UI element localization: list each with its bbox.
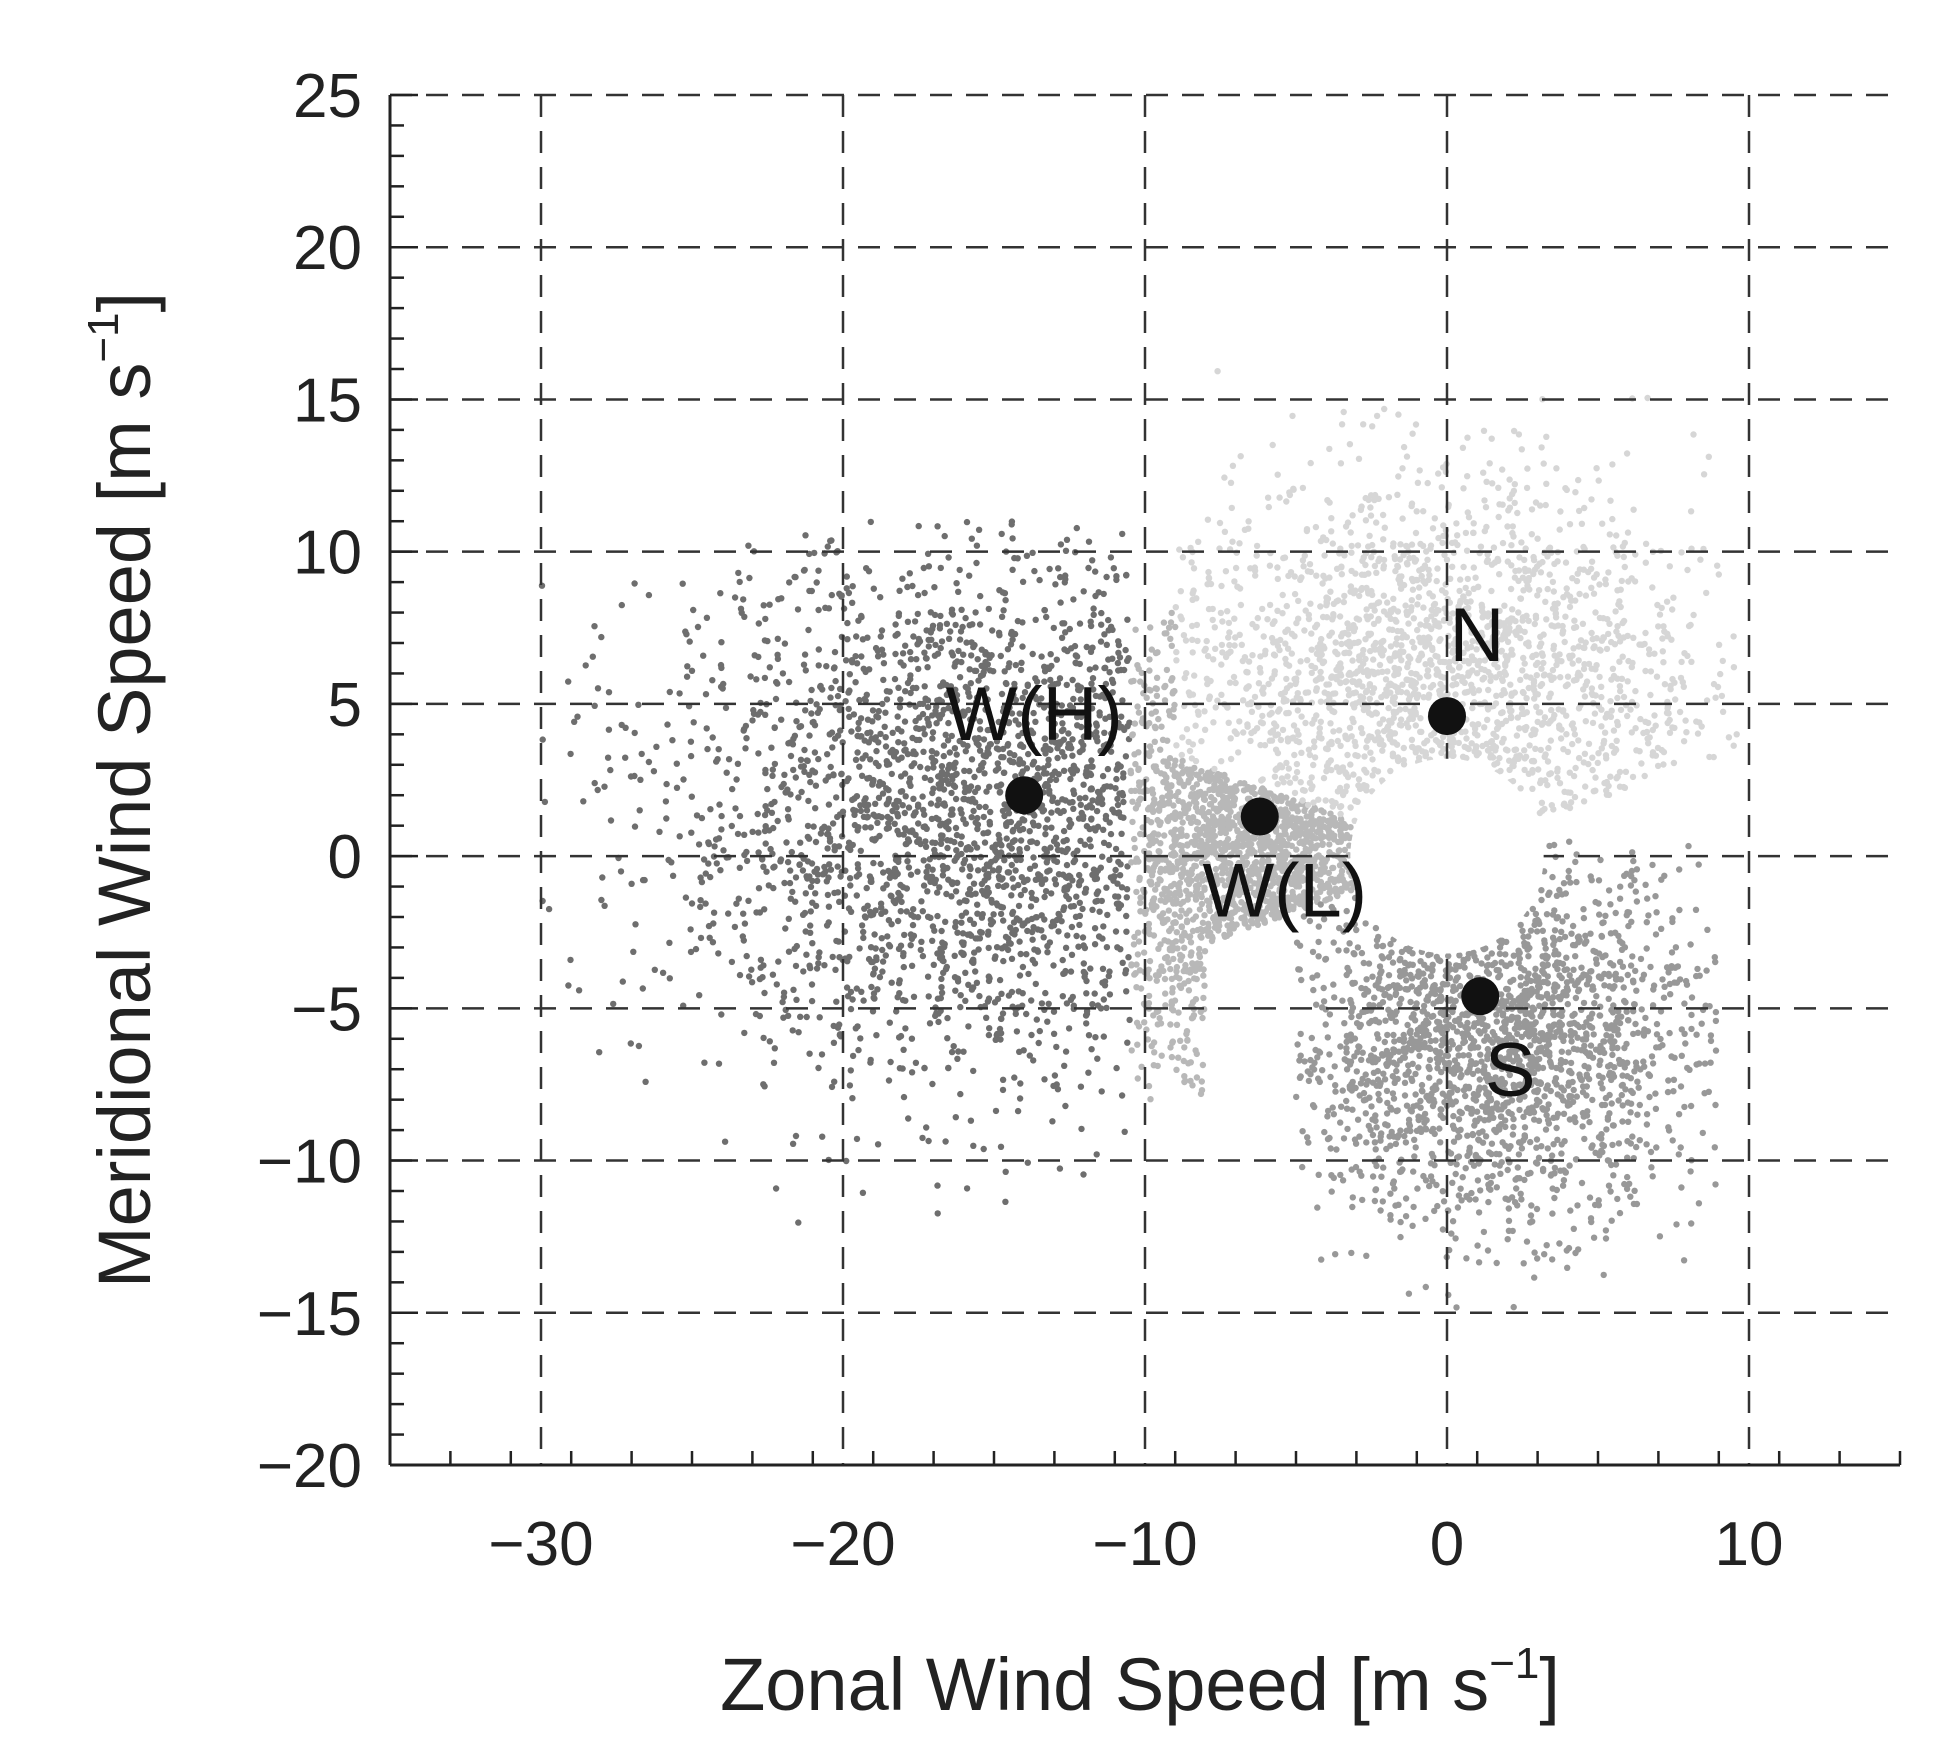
cluster-label: N <box>1450 593 1505 678</box>
centroid-markers: W(H) W(L) N S <box>946 593 1536 1113</box>
point-cloud-n <box>1172 368 1740 824</box>
x-tick-labels: −30 −20 −10 0 10 <box>488 1510 1783 1579</box>
y-tick-label: 25 <box>293 62 362 131</box>
cluster-label: W(H) <box>946 672 1123 757</box>
axes <box>388 93 1902 1467</box>
x-axis-title: Zonal Wind Speed [m s−1] <box>720 1639 1560 1726</box>
point-cloud-wh <box>538 518 1133 1226</box>
calm-zone <box>1350 758 1544 954</box>
x-axis-title-text: Zonal Wind Speed [m s <box>720 1643 1489 1726</box>
point-cloud-wl <box>1127 609 1358 1103</box>
grid-lines <box>390 93 1900 1465</box>
x-tick-label: −10 <box>1092 1510 1197 1579</box>
scatter-clouds <box>538 368 1740 1311</box>
y-tick-label: 0 <box>328 823 362 892</box>
cluster-label: S <box>1485 1028 1536 1113</box>
x-axis-unit-exponent: −1 <box>1489 1639 1539 1688</box>
x-tick-label: 0 <box>1430 1510 1464 1579</box>
y-tick-label: 5 <box>328 671 362 740</box>
y-tick-label: 20 <box>293 214 362 283</box>
centroid-marker <box>1240 797 1279 836</box>
centroid-marker <box>1461 977 1500 1016</box>
point-cloud-s <box>1293 838 1720 1311</box>
y-tick-label: −20 <box>257 1432 362 1501</box>
centroid-marker <box>1428 697 1466 736</box>
x-axis-unit-close: ] <box>1539 1643 1560 1726</box>
y-axis-title: Meridional Wind Speed [m s−1] <box>79 292 166 1288</box>
cluster-label: W(L) <box>1202 849 1367 934</box>
y-tick-label: 15 <box>293 366 362 435</box>
y-tick-label: −5 <box>291 975 362 1044</box>
y-axis-title-text: Meridional Wind Speed [m s <box>83 363 166 1288</box>
y-tick-label: 10 <box>293 519 362 588</box>
y-axis-unit-close: ] <box>83 292 166 313</box>
y-tick-labels: −20 −15 −10 −5 0 5 10 15 20 25 <box>257 62 362 1501</box>
x-tick-label: −30 <box>488 1510 593 1579</box>
y-axis-unit-exponent: −1 <box>79 312 128 362</box>
centroid-marker <box>1005 776 1044 815</box>
y-tick-label: −10 <box>257 1128 362 1197</box>
y-tick-label: −15 <box>257 1280 362 1349</box>
x-tick-label: 10 <box>1715 1510 1784 1579</box>
x-tick-label: −20 <box>790 1510 895 1579</box>
calm-wind-disk <box>1350 758 1544 954</box>
